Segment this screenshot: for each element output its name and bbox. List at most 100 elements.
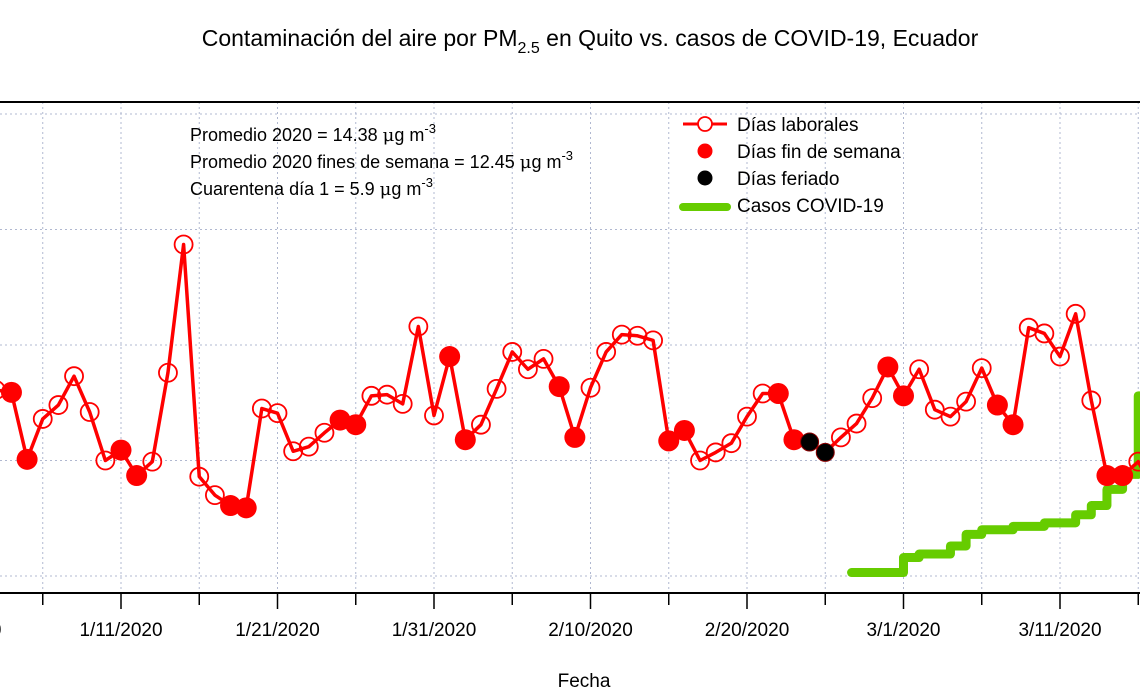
point-fin-de-semana [1002, 414, 1024, 436]
point-laboral [283, 441, 304, 462]
point-laboral [251, 398, 272, 419]
point-laboral [471, 414, 491, 435]
point-laboral [1034, 323, 1055, 344]
legend-label: Casos COVID-19 [737, 196, 884, 217]
x-tick-label: 3/1/2020 [867, 620, 941, 641]
pm25-series [0, 234, 1140, 519]
point-laboral [189, 466, 210, 487]
point-laboral [580, 377, 601, 398]
point-fin-de-semana [767, 383, 789, 405]
point-fin-de-semana [454, 429, 476, 451]
legend-open-circle-icon [697, 116, 713, 132]
legend-label: Días laborales [737, 115, 858, 136]
point-laboral [643, 330, 663, 351]
point-laboral [690, 450, 710, 471]
legend-label: Días feriado [737, 169, 839, 190]
legend-item: Días laborales [683, 115, 858, 136]
legend-item: Casos COVID-19 [679, 196, 884, 217]
point-laboral [95, 450, 116, 471]
point-laboral [502, 342, 523, 362]
x-tick-label: 3/11/2020 [1018, 620, 1101, 641]
point-laboral [204, 485, 225, 506]
point-laboral [377, 384, 397, 405]
legend-item: Días feriado [697, 169, 839, 190]
point-fin-de-semana [126, 465, 148, 487]
point-laboral [721, 433, 742, 454]
plot-frame [0, 101, 1140, 594]
x-axis: 1/1/2020 1/11/2020 1/21/2020 1/31/2020 2/10/… [0, 593, 1139, 641]
grid [0, 102, 1140, 593]
point-fin-de-semana [986, 394, 1008, 416]
point-laboral [940, 406, 961, 427]
point-laboral [392, 394, 413, 414]
point-fin-de-semana [110, 439, 132, 461]
point-laboral [1128, 451, 1140, 472]
x-tick-label: 1/1/2020 [0, 620, 1, 641]
point-laboral [596, 342, 617, 362]
point-laboral [909, 359, 930, 380]
point-fin-de-semana [439, 346, 461, 368]
point-laboral [705, 442, 726, 463]
point-fin-de-semana [220, 495, 242, 517]
point-fin-de-semana [564, 426, 586, 448]
point-laboral [142, 451, 163, 472]
point-fin-de-semana [1112, 465, 1134, 487]
point-laboral [533, 348, 554, 369]
point-fin-de-semana [893, 385, 914, 407]
point-laboral [1081, 390, 1102, 411]
x-tick-label: 1/31/2020 [392, 620, 477, 641]
point-laboral [611, 324, 632, 345]
annotation-text: Promedio 2020 = 14.38 μg m-3 [190, 121, 436, 146]
point-feriado [815, 442, 835, 462]
point-laboral [408, 316, 429, 337]
point-laboral [1050, 346, 1070, 367]
point-laboral [1065, 303, 1086, 324]
point-laboral [737, 406, 757, 427]
x-tick-label: 2/10/2020 [548, 620, 633, 641]
annotation-text: Promedio 2020 fines de semana = 12.45 μg… [190, 148, 573, 173]
point-laboral [48, 395, 69, 415]
point-laboral [831, 427, 851, 448]
point-laboral [314, 422, 335, 443]
point-laboral [518, 359, 538, 380]
x-tick-label: 1/11/2020 [79, 620, 162, 641]
legend-item: Días fin de semana [697, 142, 901, 163]
point-laboral [862, 388, 883, 409]
point-laboral [79, 402, 100, 422]
point-fin-de-semana [0, 381, 22, 403]
point-laboral [158, 362, 178, 383]
point-fin-de-semana [673, 419, 695, 441]
point-laboral [486, 378, 507, 399]
point-laboral [424, 405, 444, 426]
point-fin-de-semana [877, 356, 899, 378]
point-fin-de-semana [783, 429, 805, 451]
point-laboral [956, 391, 976, 412]
title-subscript: 2.5 [518, 40, 540, 57]
covid-series [847, 391, 1140, 578]
legend-filled-circle-icon [697, 170, 713, 186]
point-feriado [800, 432, 820, 452]
legend-filled-circle-icon [697, 143, 713, 159]
point-fin-de-semana [548, 376, 570, 398]
legend-label: Días fin de semana [737, 142, 901, 163]
point-fin-de-semana [16, 448, 38, 470]
x-tick-label: 1/21/2020 [235, 620, 320, 641]
point-laboral [32, 409, 53, 429]
point-laboral [173, 234, 194, 255]
covid-cases-line [847, 391, 1140, 578]
x-tick-label: 2/20/2020 [705, 620, 790, 641]
point-laboral [267, 403, 288, 424]
point-fin-de-semana [1096, 465, 1118, 487]
point-fin-de-semana [235, 497, 257, 519]
legend: Días laborales Días fin de semana Días fer… [679, 115, 901, 217]
annotation-text: Cuarentena día 1 = 5.9 μg m-3 [190, 175, 433, 200]
point-laboral [298, 436, 319, 457]
pm25-line [0, 242, 1140, 510]
point-fin-de-semana [345, 414, 367, 436]
point-laboral [64, 366, 84, 387]
point-laboral [846, 413, 867, 434]
point-laboral [361, 385, 382, 406]
chart-title: Contaminación del aire por PM2.5 en Quit… [202, 25, 979, 57]
